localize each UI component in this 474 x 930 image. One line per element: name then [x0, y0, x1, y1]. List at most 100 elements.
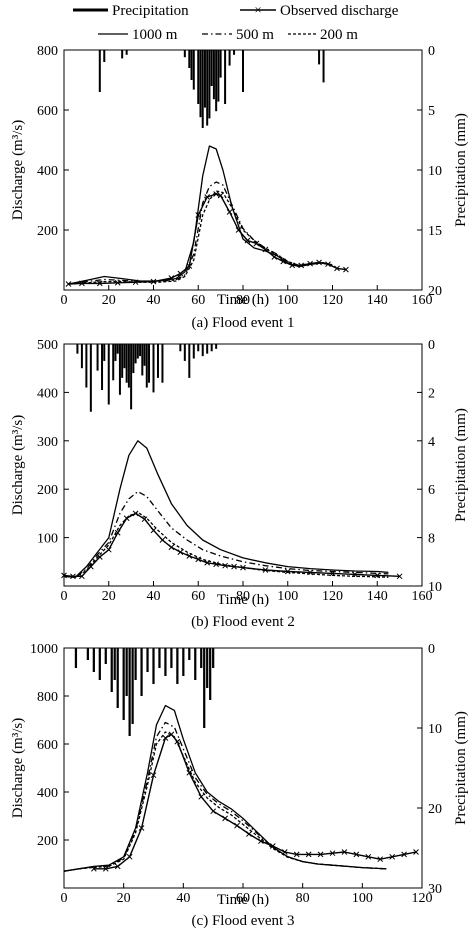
y2-tick-label: 0: [428, 642, 435, 657]
precipitation-bar: [152, 344, 155, 393]
y-tick-label: 600: [37, 104, 58, 119]
precipitation-bar: [103, 50, 106, 62]
observed-marker: [317, 851, 324, 858]
observed-marker: [401, 851, 407, 858]
precipitation-bar: [139, 344, 142, 357]
y-axis-label: Discharge (m³/s): [10, 120, 26, 220]
legend-1000m-label: 1000 m: [132, 27, 178, 43]
precipitation-bar: [318, 50, 321, 65]
discharge-series: [68, 145, 346, 285]
precipitation-bar: [161, 344, 164, 383]
y2-tick-label: 20: [428, 284, 442, 299]
observed-marker: [377, 856, 384, 863]
y2-tick-label: 5: [428, 104, 435, 119]
observed-markers: [65, 191, 349, 287]
precipitation-bar: [206, 648, 209, 688]
y-tick-label: 500: [37, 338, 58, 353]
observed-marker: [105, 546, 112, 553]
precipitation-bar: [233, 50, 236, 55]
observed-marker: [343, 266, 349, 273]
precipitation-bar: [125, 50, 128, 55]
precipitation-bar: [118, 344, 121, 395]
y-tick-label: 400: [37, 786, 58, 801]
legend-500m-label: 500 m: [236, 27, 274, 43]
precipitation-bar: [176, 648, 179, 684]
y2-tick-label: 6: [428, 483, 435, 498]
precipitation-bar: [132, 344, 135, 374]
x-tick-label: 160: [412, 293, 433, 308]
axis-ticks: 0 20 40 60 80 100 120 140 160 200 400 600 800 0 5 10 15 2…: [37, 44, 442, 308]
x-tick-label: 20: [102, 293, 116, 308]
x-tick-label: 60: [191, 293, 205, 308]
precipitation-bar: [136, 344, 139, 359]
x-tick-label: 160: [412, 589, 433, 604]
observed-marker: [126, 853, 133, 860]
y-tick-label: 400: [37, 164, 58, 179]
observed-marker: [213, 561, 220, 568]
x-tick-label: 80: [296, 891, 310, 906]
x-tick-label: 140: [367, 293, 388, 308]
x-tick-label: 100: [352, 891, 373, 906]
observed-marker: [316, 259, 322, 266]
observed-marker: [222, 562, 228, 569]
y-axis-label: Discharge (m³/s): [10, 718, 26, 818]
precipitation-bar: [212, 648, 215, 668]
panel-caption: (a) Flood event 1: [192, 315, 295, 331]
precipitation-bar: [122, 648, 125, 720]
observed-marker: [132, 510, 139, 517]
observed-marker: [374, 572, 381, 579]
precipitation-bar: [188, 344, 191, 378]
precipitation-bar: [200, 648, 203, 668]
y2-tick-label: 20: [428, 802, 442, 817]
observed-marker: [352, 571, 358, 578]
series-line-200-m: [68, 190, 333, 285]
observed-marker: [329, 850, 336, 857]
legend-observed-label: Observed discharge: [280, 3, 399, 19]
precipitation-bar: [146, 648, 149, 672]
precipitation-bar: [121, 344, 124, 378]
precipitation-bar: [152, 648, 155, 684]
precipitation-bar: [131, 648, 134, 724]
y-tick-label: 600: [37, 738, 58, 753]
observed-marker: [244, 237, 251, 244]
precipitation-bars: [98, 50, 325, 128]
x-tick-label: 80: [236, 589, 250, 604]
precipitation-bar: [164, 648, 167, 676]
observed-marker: [280, 258, 287, 265]
precipitation-bar: [183, 50, 186, 58]
precipitation-bar: [96, 344, 99, 371]
observed-marker: [168, 731, 175, 738]
x-tick-label: 120: [412, 891, 433, 906]
precipitation-bar: [210, 50, 213, 86]
precipitation-bar: [156, 344, 159, 378]
observed-marker: [289, 262, 296, 269]
observed-marker: [334, 265, 340, 272]
precipitation-bar: [140, 648, 143, 696]
series-line-observed-discharge: [63, 512, 400, 577]
precipitation-bar: [188, 50, 191, 68]
x-tick-label: 40: [147, 293, 161, 308]
precipitation-bar: [179, 344, 182, 352]
y-tick-label: 200: [37, 483, 58, 498]
x-tick-label: 100: [277, 589, 298, 604]
observed-marker: [79, 573, 85, 580]
x-tick-label: 140: [367, 589, 388, 604]
precipitation-bar: [215, 50, 218, 112]
precipitation-bar: [134, 648, 137, 680]
observed-marker: [231, 563, 237, 570]
observed-marker: [114, 863, 121, 870]
observed-marker: [177, 549, 184, 555]
series-line-200-m: [63, 731, 387, 872]
observed-marker: [65, 281, 72, 287]
precipitation-bar: [203, 50, 206, 108]
precipitation-bar: [113, 648, 116, 680]
precipitation-bar: [217, 50, 220, 102]
observed-marker: [262, 246, 269, 253]
precipitation-bar: [188, 648, 191, 660]
observed-marker: [325, 261, 331, 268]
precipitation-bar: [112, 344, 115, 381]
precipitation-bar: [183, 344, 186, 361]
observed-marker: [186, 553, 193, 559]
axis-ticks: 0 20 40 60 80 100 120 140 160 100 200 300 400 500 0 2 4 6…: [37, 338, 442, 604]
